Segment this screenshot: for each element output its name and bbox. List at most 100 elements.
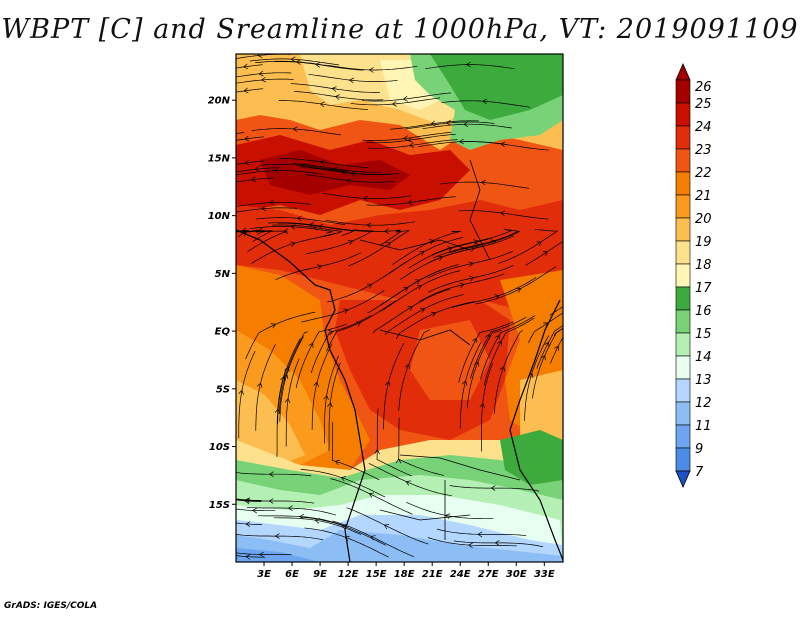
streamline-arrow [245, 521, 251, 527]
colorbar-swatch [675, 378, 691, 403]
streamline [549, 306, 563, 316]
lon-tick-label: 3E [257, 569, 271, 580]
streamline-arrow [402, 96, 408, 102]
streamline [498, 228, 559, 264]
streamline-arrow [473, 239, 479, 245]
grads-credit: GrADS: IGES/COLA [4, 601, 98, 611]
streamline [279, 158, 369, 168]
lon-tick-label: 12E [338, 569, 359, 580]
streamline-arrow [334, 459, 340, 466]
streamline [277, 338, 301, 425]
streamline-arrow [554, 345, 560, 351]
colorbar-top-arrow [675, 63, 691, 81]
lat-tick-label: EQ [215, 327, 231, 338]
lon-tick-label: 15E [366, 569, 387, 580]
streamline-arrow [245, 497, 251, 503]
streamline [366, 196, 456, 206]
streamline-arrow [245, 554, 251, 560]
streamline [328, 362, 341, 451]
colorbar-label: 23 [695, 143, 712, 158]
streamline-arrow [477, 531, 483, 538]
streamline [322, 192, 412, 199]
colorbar-swatch [675, 240, 691, 265]
streamline-arrow [430, 311, 437, 317]
streamline [236, 72, 292, 78]
streamline-arrow [366, 283, 373, 289]
streamline-arrow [384, 381, 391, 387]
streamline-arrow [459, 138, 464, 145]
streamline-arrow [480, 179, 486, 186]
streamline [459, 210, 549, 220]
streamline [304, 527, 389, 558]
lat-tick-label: 10S [209, 442, 230, 453]
streamline [470, 316, 527, 379]
streamline [525, 240, 563, 266]
streamline [292, 163, 382, 173]
streamline [236, 177, 274, 183]
streamline-arrow [437, 255, 444, 261]
streamline [362, 131, 452, 141]
streamline [418, 141, 508, 147]
streamline [389, 120, 480, 130]
streamline-arrow [343, 308, 349, 314]
field-south-11 [236, 548, 320, 562]
streamline-arrow [395, 458, 402, 464]
streamline [276, 368, 287, 458]
streamline [236, 498, 315, 504]
streamline-arrow [290, 241, 296, 247]
streamline [311, 343, 333, 430]
lon-tick-label: 21E [422, 569, 443, 580]
streamline [453, 540, 544, 548]
streamline-arrow [490, 485, 496, 491]
streamline-arrow [290, 224, 296, 230]
colorbar-swatch [675, 217, 691, 242]
streamline [259, 164, 349, 173]
streamline [346, 507, 429, 545]
streamline-arrow [348, 77, 355, 84]
streamline-arrow [283, 228, 289, 234]
streamline [475, 266, 557, 305]
streamline [236, 160, 265, 165]
streamline [275, 252, 361, 281]
streamline-arrow [327, 402, 333, 408]
colorbar-label: 16 [695, 304, 712, 319]
streamline-arrow [374, 449, 380, 455]
streamline [249, 226, 333, 234]
streamline-arrow [269, 199, 275, 206]
lon-tick-label: 27E [478, 569, 499, 580]
streamline [326, 300, 397, 352]
streamline-arrow [491, 239, 497, 245]
streamline [550, 336, 563, 364]
streamline [553, 327, 563, 337]
map-title: WBPT [C] and Sreamline at 1000hPa, VT: 2… [1, 14, 799, 45]
streamline [236, 522, 262, 525]
streamline-arrow [284, 398, 291, 404]
streamline [494, 330, 524, 414]
streamline [268, 222, 355, 233]
lon-tick-label: 18E [394, 569, 415, 580]
streamline-arrow [405, 480, 411, 486]
streamline [383, 342, 405, 430]
lat-tick-label: 5S [216, 384, 230, 395]
colorbar-label: 18 [695, 258, 712, 273]
field-south-12 [236, 530, 563, 562]
streamline [459, 342, 482, 429]
streamline [372, 288, 451, 334]
streamline [343, 228, 402, 246]
streamline [236, 132, 245, 135]
streamline [247, 230, 288, 252]
east-coast-line [509, 299, 563, 561]
streamline [294, 91, 384, 101]
colorbar-swatch [675, 286, 691, 311]
streamline [368, 139, 458, 149]
colorbar-bottom-arrow [675, 470, 691, 488]
border-line-3 [379, 329, 471, 346]
lat-tick-label: 15N [208, 153, 231, 164]
colorbar-label: 7 [695, 465, 704, 480]
streamline [384, 294, 464, 336]
streamline [305, 174, 395, 183]
streamline [436, 528, 527, 536]
colorbar-label: 11 [695, 419, 712, 434]
streamline [301, 290, 385, 323]
